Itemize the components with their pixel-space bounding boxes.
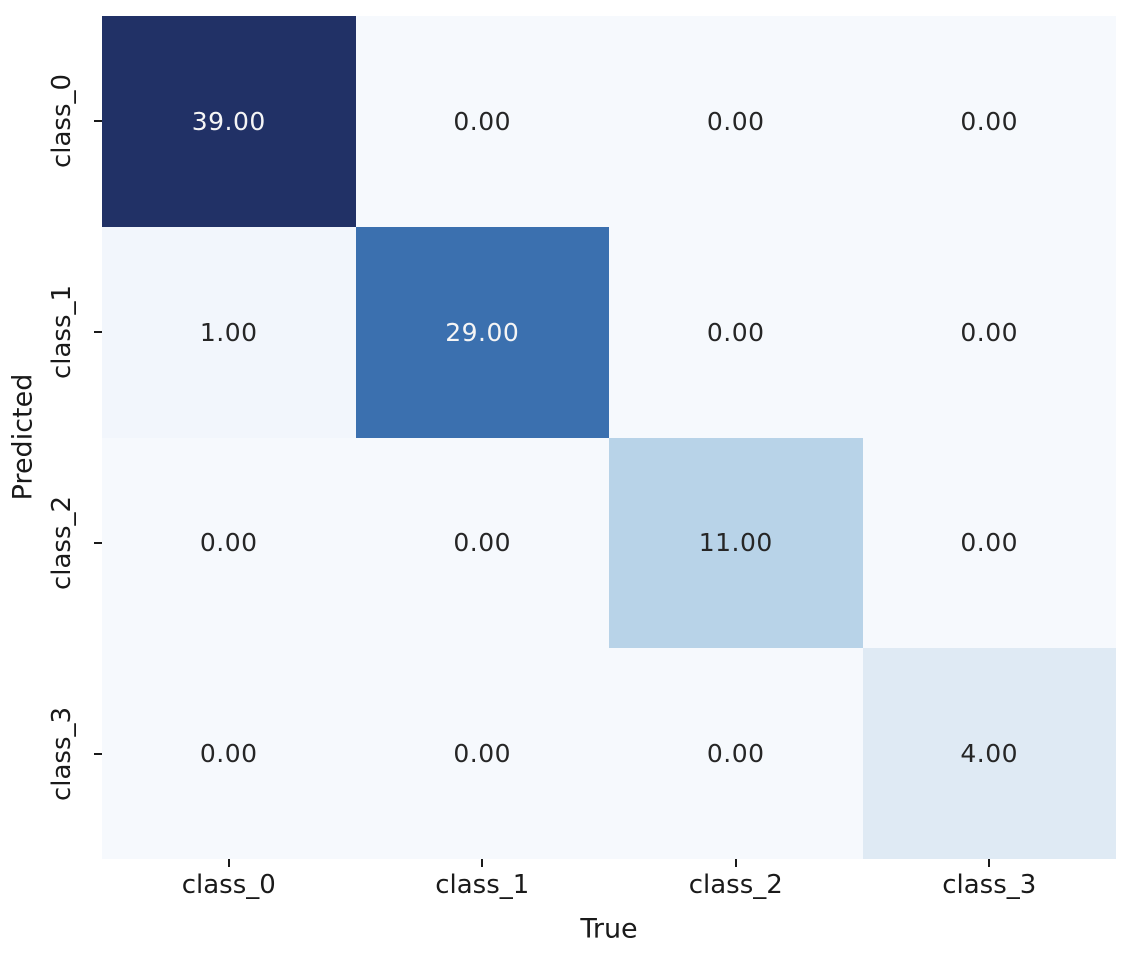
y-tick-label-class_1: class_1 <box>47 285 77 380</box>
cell-value-label: 0.00 <box>199 528 258 558</box>
x-axis-label: True <box>580 913 638 945</box>
y-tick-label-class_0: class_0 <box>47 74 77 169</box>
heatmap-cell-r0c2: 0.00 <box>609 16 863 227</box>
x-tick-mark <box>988 859 991 867</box>
cell-value-label: 0.00 <box>453 106 512 136</box>
x-tick-mark <box>734 859 737 867</box>
cell-value-label: 0.00 <box>706 317 765 347</box>
cell-value-label: 39.00 <box>191 106 266 136</box>
heatmap-cell-r1c3: 0.00 <box>862 226 1116 438</box>
x-tick-mark <box>481 859 484 867</box>
cell-value-label: 0.00 <box>706 106 765 136</box>
heatmap-cell-r2c0: 0.00 <box>102 437 356 649</box>
cell-value-label: 0.00 <box>960 106 1019 136</box>
cell-value-label: 29.00 <box>445 317 520 347</box>
x-tick-mark <box>227 859 230 867</box>
heatmap-cell-r0c1: 0.00 <box>355 16 609 227</box>
y-tick-label-class_2: class_2 <box>47 495 77 590</box>
y-axis-label: Predicted <box>7 373 39 501</box>
cell-value-label: 1.00 <box>199 317 258 347</box>
x-tick-label-class_2: class_2 <box>688 870 783 900</box>
y-tick-mark <box>94 541 102 544</box>
heatmap-cell-r0c3: 0.00 <box>862 16 1116 227</box>
x-tick-label-class_1: class_1 <box>435 870 530 900</box>
cell-value-label: 0.00 <box>453 739 512 769</box>
heatmap-cell-r2c1: 0.00 <box>355 437 609 649</box>
heatmap-cell-r0c0: 39.00 <box>102 16 356 227</box>
cell-value-label: 0.00 <box>960 317 1019 347</box>
y-tick-label-class_3: class_3 <box>47 706 77 801</box>
cell-value-label: 0.00 <box>199 739 258 769</box>
heatmap-plot-area: 39.00 0.00 0.00 0.00 1.00 29.00 0.00 0.00 0.00 0.… <box>102 16 1116 859</box>
heatmap-cell-r3c2: 0.00 <box>609 648 863 859</box>
cell-value-label: 11.00 <box>698 528 773 558</box>
y-tick-mark <box>94 120 102 123</box>
heatmap-cell-r3c3: 4.00 <box>862 648 1116 859</box>
x-tick-label-class_0: class_0 <box>181 870 276 900</box>
cell-value-label: 0.00 <box>960 528 1019 558</box>
heatmap-cell-r1c2: 0.00 <box>609 226 863 438</box>
y-tick-mark <box>94 331 102 334</box>
heatmap-cell-r3c0: 0.00 <box>102 648 356 859</box>
heatmap-cell-r2c3: 0.00 <box>862 437 1116 649</box>
heatmap-cell-r2c2: 11.00 <box>609 437 863 649</box>
cell-value-label: 0.00 <box>453 528 512 558</box>
x-tick-label-class_3: class_3 <box>942 870 1037 900</box>
heatmap-cell-r3c1: 0.00 <box>355 648 609 859</box>
heatmap-cell-r1c1: 29.00 <box>355 226 609 438</box>
heatmap-cell-r1c0: 1.00 <box>102 226 356 438</box>
cell-value-label: 4.00 <box>960 739 1019 769</box>
y-tick-mark <box>94 752 102 755</box>
cell-value-label: 0.00 <box>706 739 765 769</box>
